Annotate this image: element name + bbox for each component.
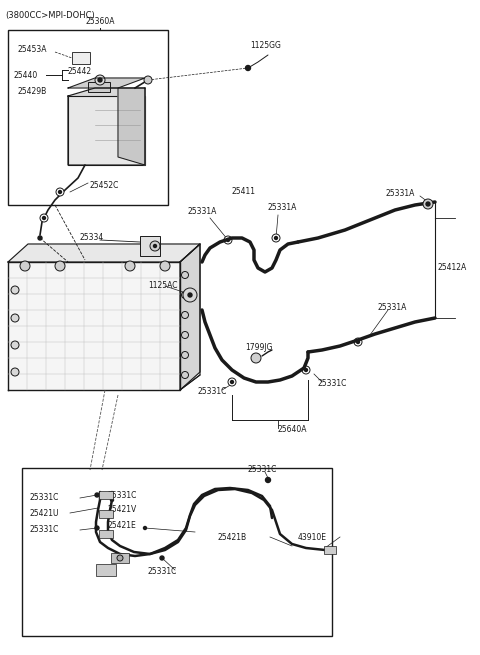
Text: 25331C: 25331C [248, 466, 277, 474]
Text: 25331C: 25331C [198, 388, 228, 396]
Text: 25331C: 25331C [148, 567, 178, 576]
Circle shape [160, 261, 170, 271]
Polygon shape [8, 244, 200, 262]
Circle shape [11, 341, 19, 349]
Circle shape [125, 261, 135, 271]
Text: 25421U: 25421U [30, 508, 60, 517]
Text: 25331A: 25331A [188, 208, 217, 217]
Circle shape [11, 286, 19, 294]
Polygon shape [68, 78, 145, 88]
Text: 43910E: 43910E [298, 533, 327, 542]
Text: 25331C: 25331C [108, 491, 137, 500]
Circle shape [110, 498, 113, 502]
Circle shape [43, 217, 46, 219]
Circle shape [188, 293, 192, 297]
Circle shape [183, 288, 197, 302]
Text: 25440: 25440 [14, 71, 38, 79]
Circle shape [265, 477, 271, 483]
Circle shape [251, 353, 261, 363]
Text: 25411: 25411 [232, 187, 256, 196]
Text: 25429B: 25429B [18, 88, 47, 96]
Bar [99, 530, 113, 538]
Circle shape [227, 238, 229, 242]
Circle shape [354, 338, 362, 346]
Circle shape [181, 272, 189, 278]
Circle shape [181, 371, 189, 379]
Circle shape [40, 214, 48, 222]
Circle shape [230, 381, 233, 383]
Polygon shape [68, 88, 145, 165]
Circle shape [95, 493, 99, 497]
Circle shape [154, 244, 156, 248]
Circle shape [423, 199, 433, 209]
Circle shape [272, 234, 280, 242]
Text: 1125GG: 1125GG [250, 41, 281, 50]
Circle shape [95, 75, 105, 85]
Bar [68, 96, 145, 165]
Bar [111, 553, 129, 563]
Circle shape [59, 191, 61, 193]
Circle shape [275, 236, 277, 240]
Text: 25331C: 25331C [318, 379, 348, 388]
Text: 25452C: 25452C [90, 181, 120, 189]
Circle shape [98, 78, 102, 82]
Bar [72, 52, 90, 64]
Text: 25421V: 25421V [108, 506, 137, 514]
Bar [99, 491, 113, 499]
Circle shape [228, 378, 236, 386]
Circle shape [150, 241, 160, 251]
Polygon shape [118, 88, 145, 165]
Circle shape [245, 66, 251, 71]
Text: 25412A: 25412A [437, 263, 466, 272]
Circle shape [160, 556, 164, 560]
Circle shape [55, 261, 65, 271]
Circle shape [357, 341, 360, 343]
Circle shape [181, 291, 189, 299]
Text: 25421E: 25421E [108, 521, 137, 531]
Bar [22, 468, 332, 636]
Circle shape [38, 236, 42, 240]
Polygon shape [8, 262, 180, 390]
Text: 25334: 25334 [80, 233, 104, 242]
Circle shape [304, 369, 308, 371]
Circle shape [302, 366, 310, 374]
Circle shape [426, 202, 430, 206]
Circle shape [144, 527, 146, 529]
Circle shape [144, 76, 152, 84]
Text: 1125AC: 1125AC [148, 280, 178, 290]
Bar [8, 30, 168, 205]
Text: 25331A: 25331A [385, 189, 414, 198]
Polygon shape [180, 244, 200, 390]
Circle shape [95, 526, 99, 530]
Bar [140, 236, 160, 256]
Circle shape [181, 352, 189, 358]
Text: 25331C: 25331C [30, 525, 60, 534]
Bar [96, 564, 116, 576]
Text: 25331A: 25331A [378, 303, 408, 312]
Bar [324, 546, 336, 554]
Circle shape [117, 555, 123, 561]
Text: 25442: 25442 [68, 67, 92, 77]
Circle shape [11, 368, 19, 376]
Text: 25360A: 25360A [85, 18, 115, 26]
Circle shape [181, 312, 189, 318]
Text: 1799JG: 1799JG [245, 343, 273, 352]
Text: 25421B: 25421B [218, 533, 247, 542]
Text: (3800CC>MPI-DOHC): (3800CC>MPI-DOHC) [5, 11, 95, 20]
Circle shape [224, 236, 232, 244]
Bar [88, 82, 110, 92]
Circle shape [56, 188, 64, 196]
Circle shape [11, 314, 19, 322]
Text: 25453A: 25453A [18, 45, 48, 54]
Text: 25331C: 25331C [30, 493, 60, 502]
Circle shape [181, 331, 189, 339]
Bar [99, 510, 113, 518]
Circle shape [20, 261, 30, 271]
Text: 25331A: 25331A [268, 204, 298, 212]
Text: 25640A: 25640A [278, 426, 308, 434]
